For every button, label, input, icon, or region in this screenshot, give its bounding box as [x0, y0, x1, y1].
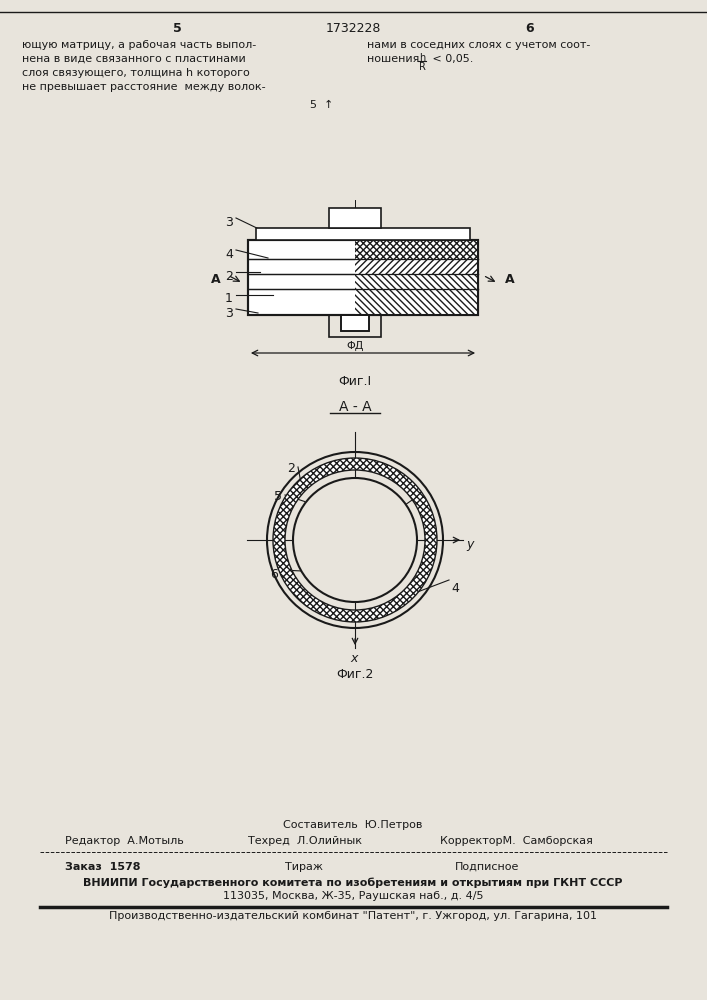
Bar: [341, 315, 369, 331]
Bar: [341, 315, 369, 331]
Text: ющую матрицу, а рабочая часть выпол-: ющую матрицу, а рабочая часть выпол-: [22, 40, 256, 50]
Text: h: h: [419, 53, 425, 63]
Text: нена в виде связанного с пластинами: нена в виде связанного с пластинами: [22, 54, 246, 64]
Bar: [355, 274, 478, 289]
Text: Производственно-издательский комбинат "Патент", г. Ужгород, ул. Гагарина, 101: Производственно-издательский комбинат "П…: [109, 911, 597, 921]
Text: A - A: A - A: [339, 400, 371, 414]
Text: 113035, Москва, Ж-35, Раушская наб., д. 4/5: 113035, Москва, Ж-35, Раушская наб., д. …: [223, 891, 484, 901]
Text: ношения: ношения: [367, 54, 423, 64]
Text: A: A: [506, 273, 515, 286]
Text: слоя связующего, толщина h которого: слоя связующего, толщина h которого: [22, 68, 250, 78]
Wedge shape: [273, 458, 437, 622]
Text: КорректорМ.  Самборская: КорректорМ. Самборская: [440, 836, 593, 846]
Text: ρ: ρ: [383, 562, 391, 575]
Text: Редактор  А.Мотыль: Редактор А.Мотыль: [65, 836, 184, 846]
Text: 5: 5: [274, 490, 282, 503]
Text: 3: 3: [225, 216, 233, 229]
Text: нами в соседних слоях с учетом соот-: нами в соседних слоях с учетом соот-: [367, 40, 590, 50]
Text: Заказ  1578: Заказ 1578: [65, 862, 141, 872]
Text: 4: 4: [451, 582, 459, 595]
Text: R: R: [419, 62, 426, 72]
Text: Составитель  Ю.Петров: Составитель Ю.Петров: [284, 820, 423, 830]
Bar: [248, 240, 478, 315]
Text: 2: 2: [287, 462, 295, 475]
Bar: [355, 240, 478, 259]
Bar: [341, 315, 369, 331]
Text: Подписное: Подписное: [455, 862, 520, 872]
Text: Фиг.I: Фиг.I: [339, 375, 372, 388]
Text: ΦД: ΦД: [346, 341, 363, 351]
Text: 3: 3: [225, 307, 233, 320]
Text: 1: 1: [225, 292, 233, 306]
Text: 5  ↑: 5 ↑: [310, 100, 334, 110]
Bar: [355, 289, 478, 315]
Bar: [248, 240, 478, 315]
Text: 4: 4: [225, 248, 233, 261]
Bar: [256, 228, 470, 240]
Text: 1732228: 1732228: [325, 22, 380, 35]
Text: y: y: [466, 538, 474, 551]
Text: Тираж: Тираж: [285, 862, 323, 872]
Bar: [329, 315, 381, 337]
Bar: [329, 208, 381, 228]
Text: 6: 6: [526, 22, 534, 35]
Wedge shape: [273, 458, 437, 622]
Bar: [355, 259, 478, 274]
Text: 6: 6: [270, 568, 278, 581]
Text: Техред  Л.Олийнык: Техред Л.Олийнык: [248, 836, 362, 846]
Text: ВНИИПИ Государственного комитета по изобретениям и открытиям при ГКНТ СССР: ВНИИПИ Государственного комитета по изоб…: [83, 877, 623, 888]
Circle shape: [293, 478, 417, 602]
Text: < 0,05.: < 0,05.: [429, 54, 474, 64]
Text: 5: 5: [173, 22, 182, 35]
Text: Фиг.2: Фиг.2: [337, 668, 374, 681]
Text: 2: 2: [225, 270, 233, 283]
Text: x: x: [350, 652, 357, 665]
Text: не превышает расстояние  между волок-: не превышает расстояние между волок-: [22, 82, 266, 92]
Text: A: A: [211, 273, 221, 286]
